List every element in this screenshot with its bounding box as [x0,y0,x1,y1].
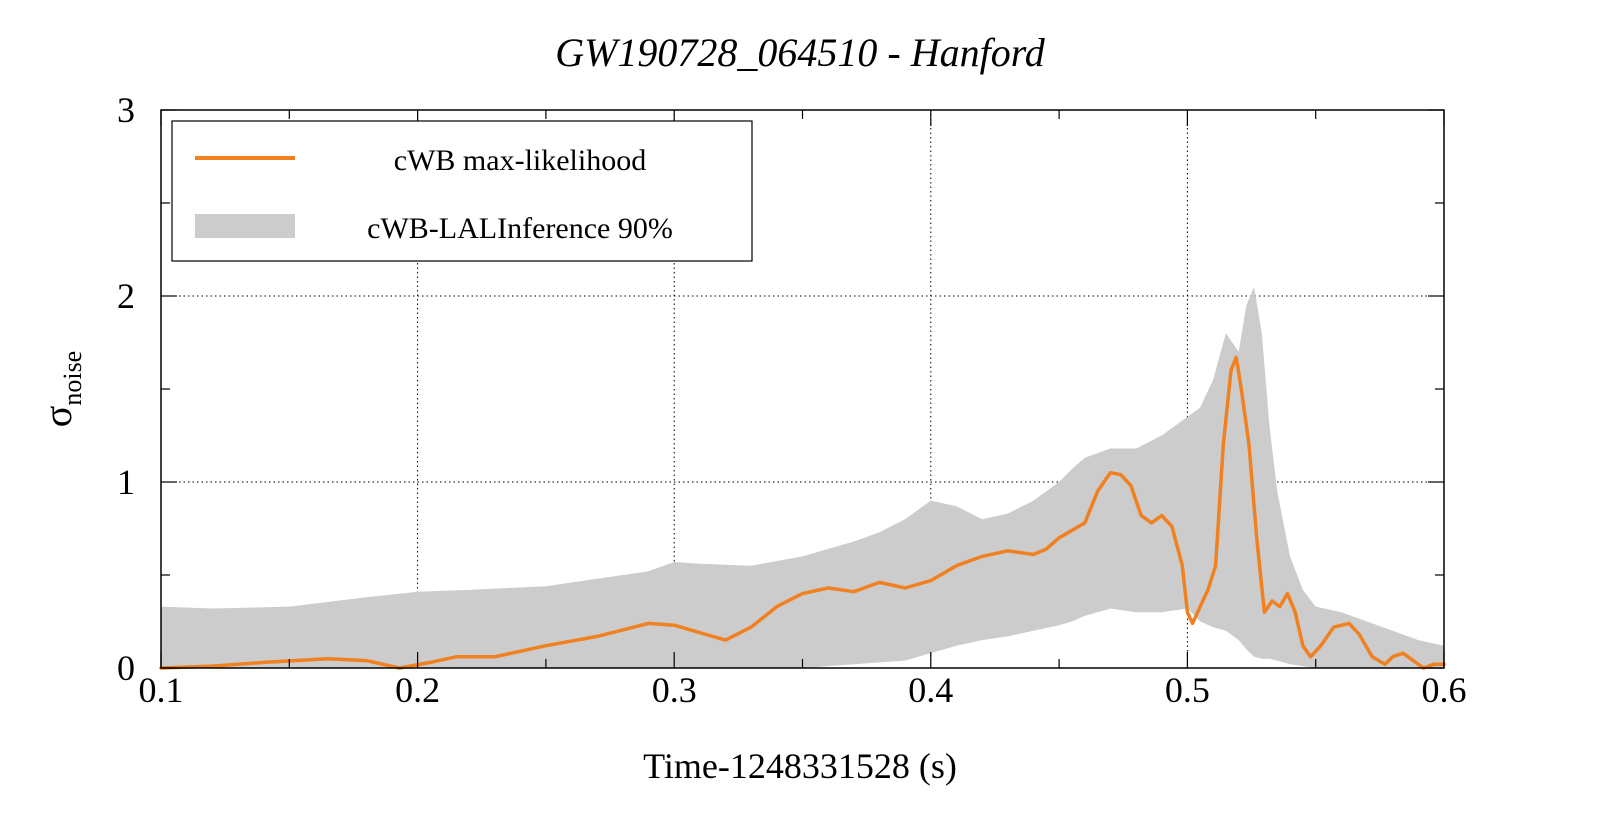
x-tick-label: 0.2 [395,670,440,710]
y-tick-label: 3 [117,90,135,130]
y-tick-label: 1 [117,462,135,502]
legend: cWB max-likelihood cWB-LALInference 90% [171,120,753,262]
y-axis-label-sub: noise [58,351,87,406]
x-tick-label: 0.6 [1422,670,1467,710]
y-axis-label: σnoise [35,351,87,427]
x-tick-label: 0.3 [652,670,697,710]
series-band [161,286,1444,668]
legend-band-swatch [195,214,295,238]
x-tick-label: 0.5 [1165,670,1210,710]
chart-title: GW190728_064510 - Hanford [555,30,1046,75]
series-line [159,355,1446,670]
band-layer [161,286,1444,668]
x-tick-label: 0.1 [139,670,184,710]
x-axis-label: Time-1248331528 (s) [643,746,957,786]
y-tick-label: 2 [117,276,135,316]
y-tick-label: 0 [117,648,135,688]
x-tick-label: 0.4 [908,670,953,710]
svg-text:σnoise: σnoise [35,351,87,427]
y-axis-label-main: σ [35,406,80,428]
tick-labels: 0.1 0.2 0.3 0.4 0.5 0.6 0 1 2 3 [117,90,1467,710]
line-layer [159,355,1446,670]
legend-label-line: cWB max-likelihood [394,144,646,177]
legend-label-band: cWB-LALInference 90% [367,212,673,245]
